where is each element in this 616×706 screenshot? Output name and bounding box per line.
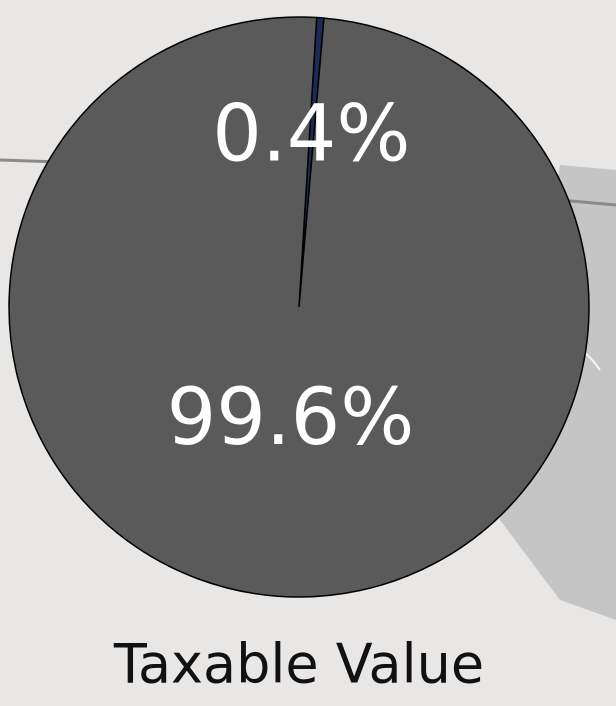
chart-title: Taxable Value [113, 633, 484, 696]
pie-slice [8, 16, 590, 598]
pie: 0.4% 99.6% [8, 16, 590, 598]
data-label: 99.6% [167, 373, 415, 463]
data-label: 0.4% [212, 90, 410, 180]
